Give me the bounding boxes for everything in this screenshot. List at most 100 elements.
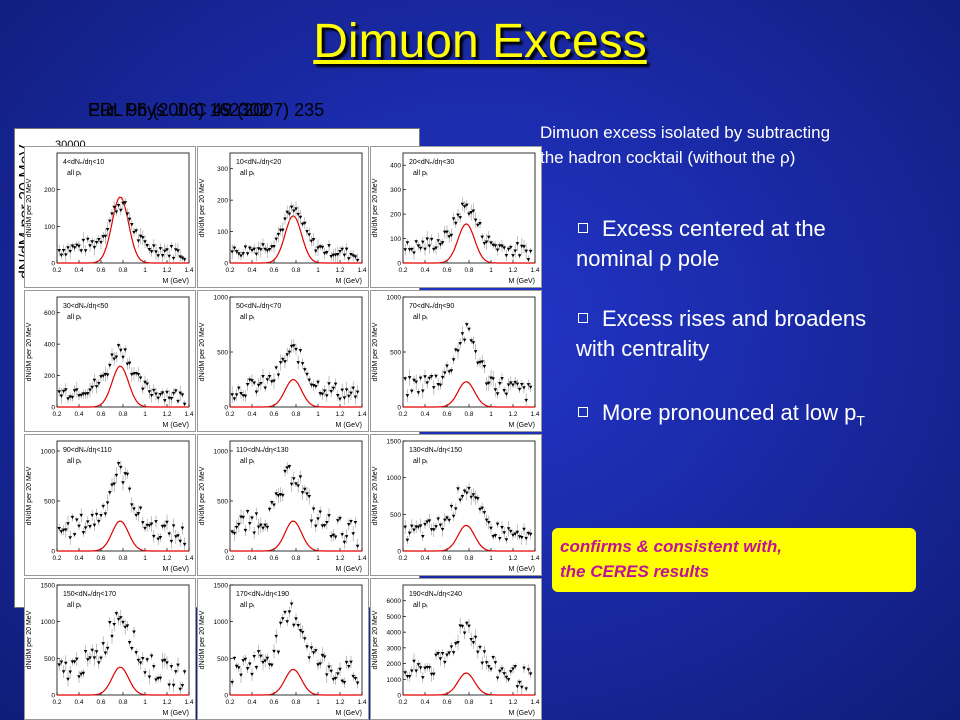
x-axis-label: M (GeV) (336, 566, 362, 573)
data-point (443, 371, 447, 375)
x-tick-label: 1 (489, 699, 493, 706)
data-point (498, 536, 502, 541)
x-tick-label: 0.2 (398, 555, 407, 562)
data-point (476, 223, 480, 228)
data-point (182, 402, 187, 407)
data-point (467, 486, 471, 491)
data-point (254, 252, 259, 256)
data-point (349, 252, 353, 257)
data-point (515, 242, 520, 246)
rho-fit-curve (230, 378, 362, 408)
data-point (112, 357, 116, 361)
data-point (353, 255, 358, 259)
data-point (163, 399, 167, 403)
data-point (427, 244, 432, 248)
data-point (456, 349, 460, 353)
data-point (473, 635, 478, 640)
x-axis-label: M (GeV) (336, 422, 362, 429)
data-point (180, 256, 185, 260)
data-point (314, 249, 318, 253)
data-point (75, 657, 79, 661)
data-point (156, 396, 160, 400)
data-point (342, 253, 347, 257)
x-tick-label: 0.2 (398, 411, 407, 418)
data-point (423, 666, 427, 670)
bullet-square-icon (578, 313, 588, 324)
x-tick-label: 0.8 (464, 267, 473, 274)
y-axis-label: dN/dM per 20 MeV (26, 178, 33, 237)
data-point (344, 388, 349, 392)
x-tick-label: 0.2 (225, 411, 234, 418)
data-point (438, 383, 443, 387)
data-point (336, 519, 340, 523)
y-axis-label: dN/dM per 20 MeV (199, 178, 206, 237)
pt-label: all pₜ (240, 314, 255, 321)
data-point (245, 667, 250, 671)
data-point (303, 221, 307, 226)
data-point (447, 235, 451, 239)
x-tick-label: 0.2 (398, 699, 407, 706)
data-point (81, 671, 86, 676)
data-point (147, 390, 152, 394)
y-tick-label: 0 (224, 693, 228, 700)
data-point (263, 659, 267, 663)
data-point (318, 662, 322, 666)
data-point (270, 663, 274, 667)
data-point (261, 243, 265, 247)
x-tick-label: 0.2 (52, 699, 61, 706)
data-point (491, 535, 495, 539)
data-point (250, 248, 254, 253)
data-point (143, 526, 147, 531)
reference-prl: PRL 96 (2006) 162302 (88, 100, 270, 120)
pt-label: all pₜ (240, 170, 255, 177)
x-axis-label: M (GeV) (163, 422, 189, 429)
data-point (327, 514, 331, 518)
data-point (333, 676, 338, 681)
data-point (92, 245, 97, 250)
data-point (252, 247, 256, 251)
data-point (88, 244, 92, 248)
x-tick-label: 0.8 (118, 699, 127, 706)
data-point (160, 524, 165, 529)
data-point (250, 672, 254, 677)
data-point (272, 379, 276, 383)
panel-3-plot: 0.2 0.4 0.6 0.8 1 1.2 1.4 0 100 200 300 400 M (GeV) d… (372, 152, 540, 285)
data-point (336, 394, 340, 398)
data-point (412, 378, 416, 383)
x-tick-label: 0.6 (442, 555, 451, 562)
data-point (92, 656, 97, 660)
data-point (296, 361, 300, 365)
data-point (72, 389, 77, 393)
data-point (434, 525, 438, 529)
x-tick-label: 1 (489, 267, 493, 274)
data-point (272, 244, 276, 249)
data-point (174, 535, 178, 539)
data-point (101, 504, 105, 509)
data-point (447, 518, 451, 523)
data-point (294, 482, 298, 486)
data-point (176, 249, 180, 253)
data-point (147, 247, 152, 252)
data-point (449, 369, 454, 373)
data-point (456, 213, 460, 217)
x-tick-label: 0.4 (74, 267, 83, 274)
data-point (405, 538, 410, 542)
panel-7-plot: 0.2 0.4 0.6 0.8 1 1.2 1.4 0 500 1000 M (GeV) dN/dM … (26, 440, 194, 573)
data-point (509, 381, 513, 385)
centrality-panels: 0.2 0.4 0.6 0.8 1 1.2 1.4 0 100 200 M (GeV) dN/dM p… (24, 146, 542, 720)
data-point (134, 513, 138, 518)
data-point (270, 380, 274, 384)
y-tick-label: 200 (217, 198, 228, 205)
data-point (243, 245, 248, 249)
data-point (511, 254, 515, 258)
data-point (145, 658, 149, 662)
y-tick-label: 1000 (387, 475, 402, 482)
data-point (72, 660, 77, 664)
y-tick-label: 1000 (214, 295, 229, 302)
y-tick-label: 500 (217, 350, 228, 357)
rho-fit-curve (403, 223, 535, 264)
data-point (232, 656, 237, 661)
data-point (94, 385, 99, 389)
bullet-rises-broadens: Excess rises and broadens with centralit… (576, 304, 948, 364)
pt-label: all pₜ (240, 458, 255, 465)
